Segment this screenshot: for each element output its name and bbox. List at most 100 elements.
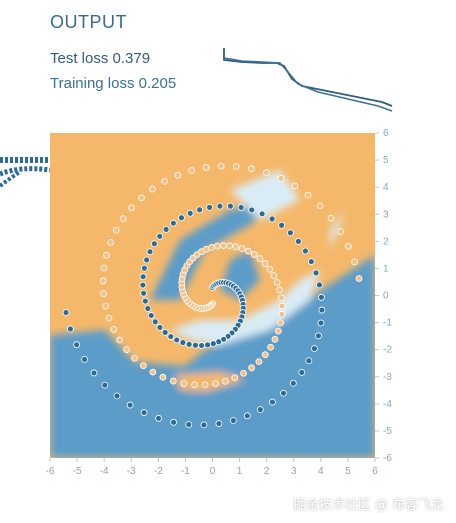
data-point-positive (221, 377, 229, 385)
data-point-negative (126, 401, 134, 409)
data-point-positive (278, 310, 286, 318)
data-point-positive (131, 354, 138, 362)
data-point-negative (113, 392, 121, 400)
data-point-negative (62, 309, 70, 316)
data-point-positive (261, 351, 269, 359)
x-tick-label: -2 (154, 466, 163, 477)
data-point-negative (248, 206, 256, 214)
data-point-positive (191, 381, 198, 389)
y-tick-label: 1 (383, 263, 389, 274)
output-title: OUTPUT (50, 12, 127, 32)
data-point-positive (161, 177, 169, 185)
data-point-negative (140, 409, 148, 416)
data-point-negative (200, 421, 208, 429)
data-point-negative (173, 336, 181, 344)
data-point-negative (192, 341, 199, 349)
data-point-negative (204, 341, 211, 349)
y-tick-label: 4 (383, 182, 389, 193)
data-point-negative (280, 389, 287, 397)
data-point-positive (255, 358, 263, 366)
data-point-negative (316, 281, 323, 289)
data-point-positive (248, 364, 256, 372)
data-point-positive (277, 175, 285, 182)
data-point-negative (147, 312, 155, 319)
data-point-negative (144, 305, 152, 312)
data-point-positive (232, 243, 240, 251)
data-point-positive (174, 171, 182, 179)
y-tick-label: -2 (383, 345, 392, 356)
data-point-positive (277, 319, 285, 327)
data-point-positive (214, 242, 221, 250)
training-loss-line (223, 57, 393, 112)
data-point-negative (140, 264, 148, 272)
data-point-negative (169, 219, 177, 227)
data-point-negative (318, 293, 325, 301)
data-point-positive (337, 228, 344, 236)
data-point-positive (159, 373, 167, 381)
data-point-negative (143, 256, 151, 264)
data-points (62, 162, 363, 429)
y-tick-label: 3 (383, 209, 389, 220)
data-point-positive (201, 381, 209, 389)
data-point-positive (169, 377, 177, 385)
data-point-negative (185, 421, 193, 428)
data-point-positive (304, 191, 312, 199)
data-point-negative (258, 210, 266, 218)
x-axis: -6 -5 -4 -3 -2 -1 0 1 2 3 4 5 6 (46, 458, 378, 477)
data-point-positive (277, 294, 285, 302)
data-point-positive (291, 182, 299, 190)
data-point-negative (287, 229, 294, 237)
x-tick-label: 0 (210, 466, 216, 477)
y-tick-label: -1 (383, 318, 392, 329)
x-tick-label: -5 (73, 466, 82, 477)
data-point-positive (256, 255, 264, 263)
data-point-positive (107, 239, 114, 246)
data-point-positive (316, 202, 324, 210)
data-point-positive (266, 265, 274, 273)
data-point-positive (248, 165, 255, 173)
x-tick-label: -4 (100, 466, 109, 477)
x-tick-label: -6 (46, 466, 55, 477)
data-point-negative (268, 215, 276, 223)
data-point-positive (238, 245, 246, 252)
x-tick-label: -1 (181, 466, 190, 477)
data-point-negative (305, 357, 313, 365)
x-tick-label: 2 (264, 466, 270, 477)
data-point-negative (196, 206, 204, 214)
x-tick-label: 4 (318, 466, 324, 477)
data-point-negative (307, 258, 315, 265)
data-point-positive (270, 272, 278, 279)
y-tick-label: 6 (383, 128, 389, 139)
data-point-positive (344, 242, 352, 250)
network-link-stub (0, 157, 51, 188)
data-point-negative (161, 328, 169, 336)
x-tick-label: 5 (345, 466, 351, 477)
data-point-positive (100, 264, 108, 272)
data-point-positive (100, 290, 107, 298)
data-point-positive (149, 368, 157, 376)
data-point-positive (123, 346, 131, 354)
data-point-positive (116, 336, 123, 344)
data-point-positive (119, 215, 127, 223)
data-point-negative (81, 355, 88, 363)
data-point-positive (231, 374, 239, 382)
data-point-negative (155, 414, 163, 422)
training-loss: Training loss 0.205 (50, 75, 177, 92)
data-point-positive (250, 251, 258, 258)
y-tick-label: -5 (383, 426, 392, 437)
data-point-negative (318, 306, 326, 314)
data-point-positive (139, 362, 147, 370)
data-point-negative (146, 248, 154, 256)
data-point-positive (138, 194, 145, 202)
data-point-negative (186, 209, 194, 217)
data-point-negative (90, 369, 98, 377)
data-point-positive (103, 251, 110, 259)
x-tick-label: 1 (237, 466, 243, 477)
data-point-negative (229, 417, 237, 424)
y-tick-label: 2 (383, 236, 389, 247)
data-point-negative (179, 339, 187, 346)
watermark-text: 掘金技术社区 @ 布客飞龙 (292, 498, 444, 513)
x-tick-label: 6 (372, 466, 378, 477)
data-point-negative (139, 281, 147, 289)
y-axis: 6 5 4 3 2 1 0 -1 -2 -3 -4 -5 -6 (375, 128, 392, 464)
